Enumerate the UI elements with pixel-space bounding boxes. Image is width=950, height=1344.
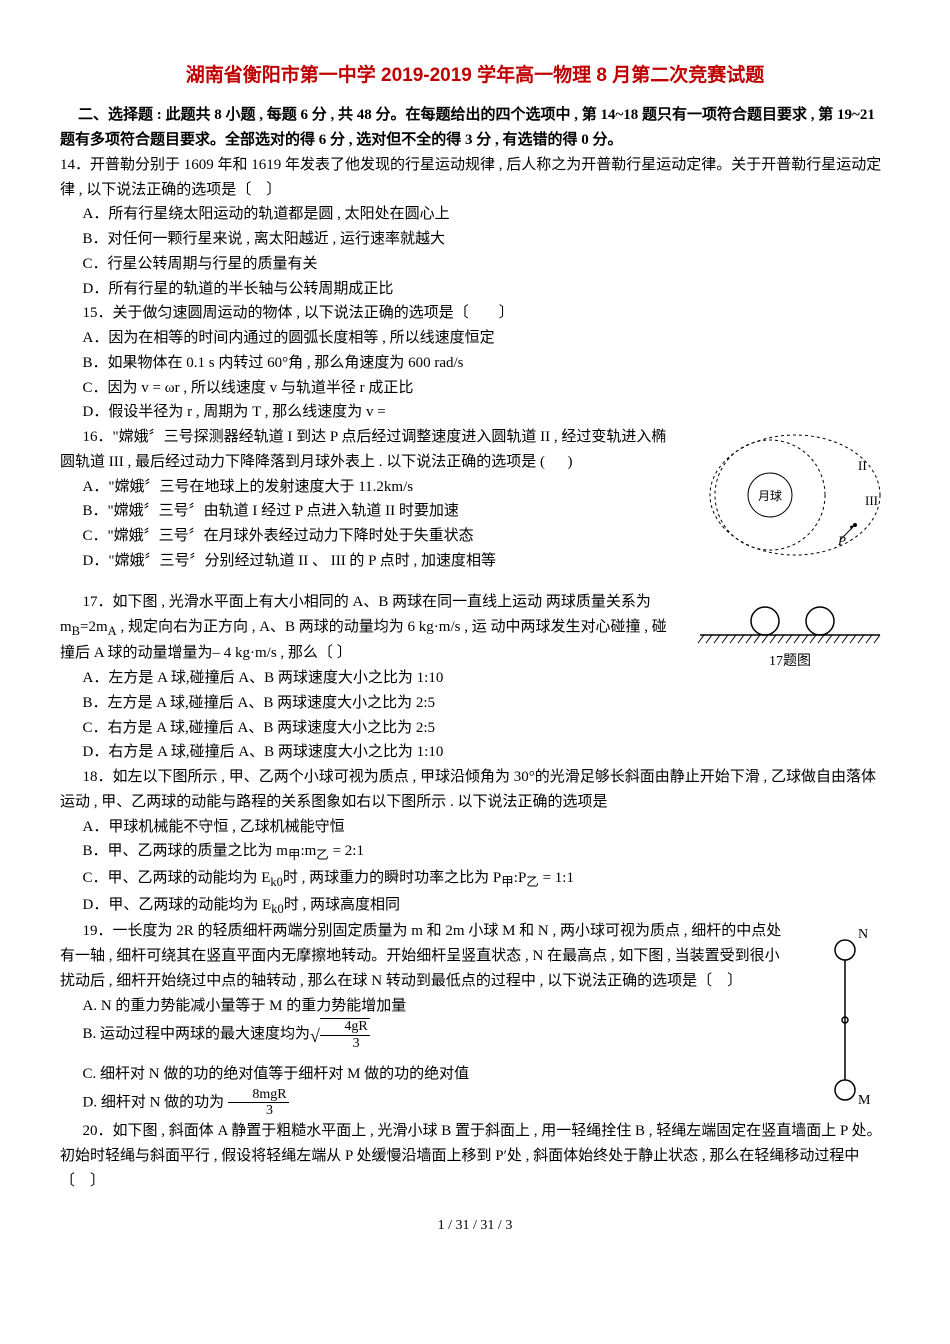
q18-option-d: D．甲、乙两球的动能均为 Ek0时 , 两球高度相同 [60,893,890,920]
q14-option-b: B．对任何一颗行星来说 , 离太阳越近 , 运行速率就越大 [60,227,890,252]
q17-figure: 17题图 [690,595,890,673]
exam-title: 湖南省衡阳市第一中学 2019-2019 学年高一物理 8 月第二次竞赛试题 [60,60,890,91]
q18-stem: 18．如左以下图所示 , 甲、乙两个小球可视为质点 , 甲球沿倾角为 30°的光… [60,765,890,815]
q15-stem: 15．关于做匀速圆周运动的物体 , 以下说法正确的选项是〔 〕 [60,301,890,326]
q18-option-b: B．甲、乙两球的质量之比为 m甲:m乙 = 2:1 [60,839,890,866]
q16-figure: 月球 II III P [690,430,890,585]
q14-option-a: A．所有行星绕太阳运动的轨道都是圆 , 太阳处在圆心上 [60,202,890,227]
q18-option-a: A．甲球机械能不守恒 , 乙球机械能守恒 [60,815,890,840]
q14-option-c: C．行星公转周期与行星的质量有关 [60,252,890,277]
q15-option-b: B．如果物体在 0.1 s 内转过 60°角 , 那么角速度为 600 rad/… [60,351,890,376]
q15-option-a: A．因为在相等的时间内通过的圆弧长度相等 , 所以线速度恒定 [60,326,890,351]
q17-option-b: B．左方是 A 球,碰撞后 A、B 两球速度大小之比为 2:5 [60,691,890,716]
q15-option-d: D．假设半径为 r , 周期为 T , 那么线速度为 v = [60,400,890,425]
q19-option-a: A. N 的重力势能减小量等于 M 的重力势能增加量 [60,994,890,1019]
q14-stem: 14．开普勒分别于 1609 年和 1619 年发表了他发现的行星运动规律 , … [60,153,890,203]
q17-option-c: C．右方是 A 球,碰撞后 A、B 两球速度大小之比为 2:5 [60,716,890,741]
q19-option-b: B. 运动过程中两球的最大速度均为√4gR3 [60,1018,890,1052]
q17-caption: 17题图 [690,650,890,673]
q20-stem: 20．如下图 , 斜面体 A 静置于粗糙水平面上 , 光滑小球 B 置于斜面上 … [60,1119,890,1193]
q17-option-d: D．右方是 A 球,碰撞后 A、B 两球速度大小之比为 1:10 [60,740,890,765]
q19-figure: N M [800,924,890,1114]
orbit-iii-label: III [865,493,878,508]
q19-option-c: C. 细杆对 N 做的功的绝对值等于细杆对 M 做的功的绝对值 [60,1062,890,1087]
q14-option-d: D．所有行星的轨道的半长轴与公转周期成正比 [60,277,890,302]
moon-label: 月球 [758,489,782,503]
n-label: N [858,927,868,942]
page-footer: 1 / 31 / 31 / 3 [60,1214,890,1237]
q19-stem: 19．一长度为 2R 的轻质细杆两端分别固定质量为 m 和 2m 小球 M 和 … [60,919,890,993]
q15-option-c: C．因为 v = ωr , 所以线速度 v 与轨道半径 r 成正比 [60,376,890,401]
m-label: M [858,1093,871,1108]
q18-option-c: C．甲、乙两球的动能均为 Ek0时 , 两球重力的瞬时功率之比为 P甲:P乙 =… [60,866,890,893]
section-heading: 二、选择题 : 此题共 8 小题 , 每题 6 分 , 共 48 分。在每题给出… [60,103,890,153]
orbit-ii-label: II [858,458,867,473]
q19-option-d: D. 细杆对 N 做的功为 8mgR3 [60,1087,890,1119]
